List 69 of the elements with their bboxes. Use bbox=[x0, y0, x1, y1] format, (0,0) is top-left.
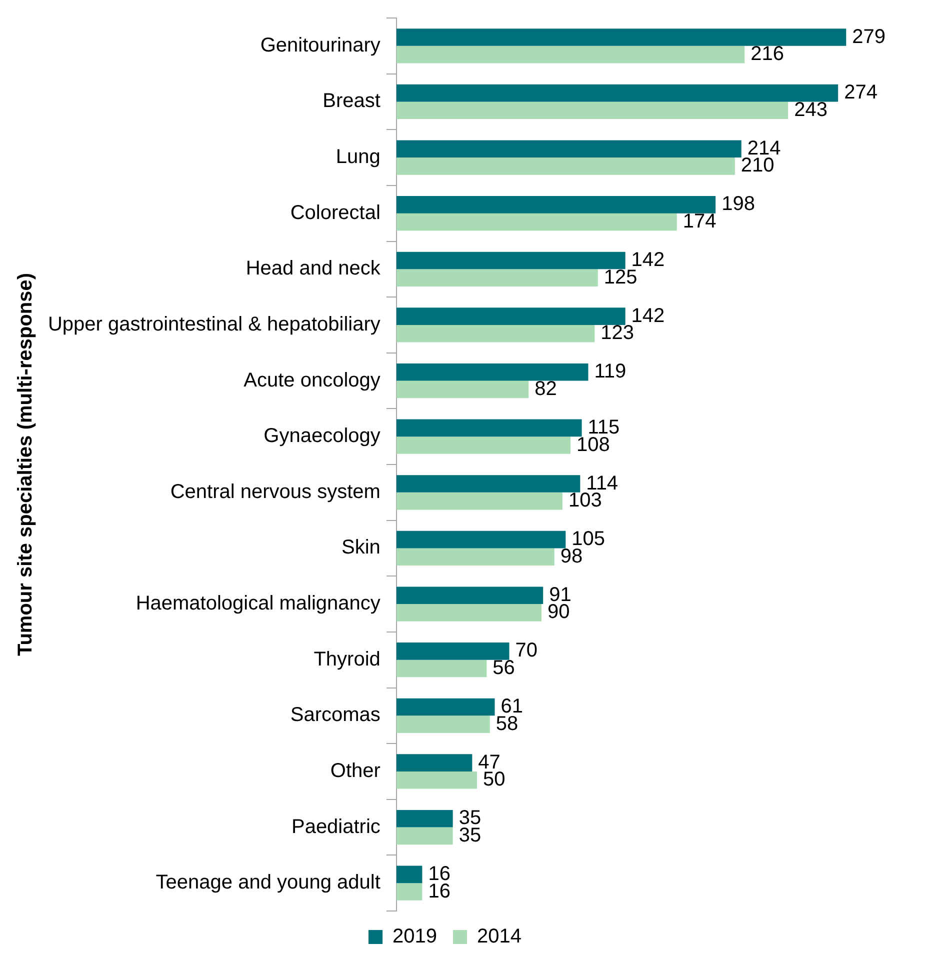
y-tick-label: Colorectal bbox=[290, 202, 380, 224]
bar bbox=[396, 308, 626, 325]
y-tick-label: Breast bbox=[322, 90, 381, 112]
bar bbox=[396, 102, 788, 120]
y-tick-label: Haematological malignancy bbox=[136, 592, 380, 615]
data-label: 279 bbox=[852, 26, 886, 48]
data-label: 274 bbox=[844, 82, 878, 104]
bar bbox=[396, 660, 487, 678]
y-tick-label: Other bbox=[330, 760, 381, 782]
bar bbox=[396, 883, 422, 900]
data-label: 198 bbox=[722, 193, 755, 216]
y-tick-label: Upper gastrointestinal & hepatobiliary bbox=[48, 313, 380, 336]
y-tick-label: Acute oncology bbox=[244, 369, 380, 392]
data-label: 70 bbox=[515, 640, 538, 662]
bar bbox=[396, 252, 626, 270]
bar bbox=[396, 363, 588, 381]
bar bbox=[396, 604, 542, 622]
bar bbox=[396, 771, 478, 789]
bar bbox=[396, 530, 566, 548]
data-label: 210 bbox=[740, 154, 774, 177]
bar bbox=[396, 754, 472, 772]
bar bbox=[396, 213, 677, 231]
data-label: 103 bbox=[568, 490, 602, 512]
data-label: 82 bbox=[534, 378, 557, 400]
y-tick-label: Lung bbox=[336, 146, 380, 168]
bar bbox=[396, 140, 742, 158]
legend-label: 2014 bbox=[477, 926, 522, 948]
bar bbox=[396, 158, 735, 175]
bar bbox=[396, 419, 582, 437]
y-tick-label: Sarcomas bbox=[290, 704, 380, 726]
data-label: 35 bbox=[458, 824, 482, 846]
data-label: 50 bbox=[483, 768, 506, 791]
bar bbox=[396, 436, 571, 454]
bar bbox=[396, 324, 595, 342]
y-tick-label: Thyroid bbox=[314, 648, 380, 670]
data-label: 98 bbox=[560, 545, 583, 568]
y-tick-label: Head and neck bbox=[246, 258, 382, 280]
data-label: 58 bbox=[496, 712, 518, 735]
bar bbox=[396, 716, 490, 733]
data-label: 90 bbox=[547, 601, 570, 624]
bar bbox=[396, 698, 495, 716]
y-tick-label: Central nervous system bbox=[170, 480, 380, 503]
data-label: 174 bbox=[682, 210, 716, 233]
data-label: 216 bbox=[750, 43, 784, 66]
bar bbox=[396, 269, 598, 286]
y-tick-label: Teenage and young adult bbox=[156, 872, 381, 894]
y-tick-label: Skin bbox=[342, 536, 380, 559]
y-tick-label: Paediatric bbox=[291, 816, 380, 838]
bar bbox=[396, 548, 554, 566]
legend-label: 2019 bbox=[392, 926, 438, 948]
bar bbox=[396, 46, 745, 64]
bar bbox=[396, 84, 838, 102]
y-tick-label: Genitourinary bbox=[260, 34, 380, 56]
bar bbox=[396, 475, 580, 492]
bar bbox=[396, 642, 510, 660]
bar bbox=[396, 810, 453, 828]
y-tick-label: Gynaecology bbox=[264, 425, 380, 448]
data-label: 243 bbox=[794, 98, 828, 121]
bar bbox=[396, 380, 529, 398]
bar bbox=[396, 196, 716, 214]
bar bbox=[396, 586, 544, 604]
bar bbox=[396, 827, 453, 845]
bar bbox=[396, 28, 846, 46]
data-label: 119 bbox=[594, 360, 626, 383]
bar bbox=[396, 492, 562, 510]
data-label: 56 bbox=[492, 657, 515, 680]
bar bbox=[396, 866, 422, 884]
y-axis-title: Tumour site specialties (multi-response) bbox=[14, 272, 37, 656]
data-label: 125 bbox=[604, 266, 638, 288]
